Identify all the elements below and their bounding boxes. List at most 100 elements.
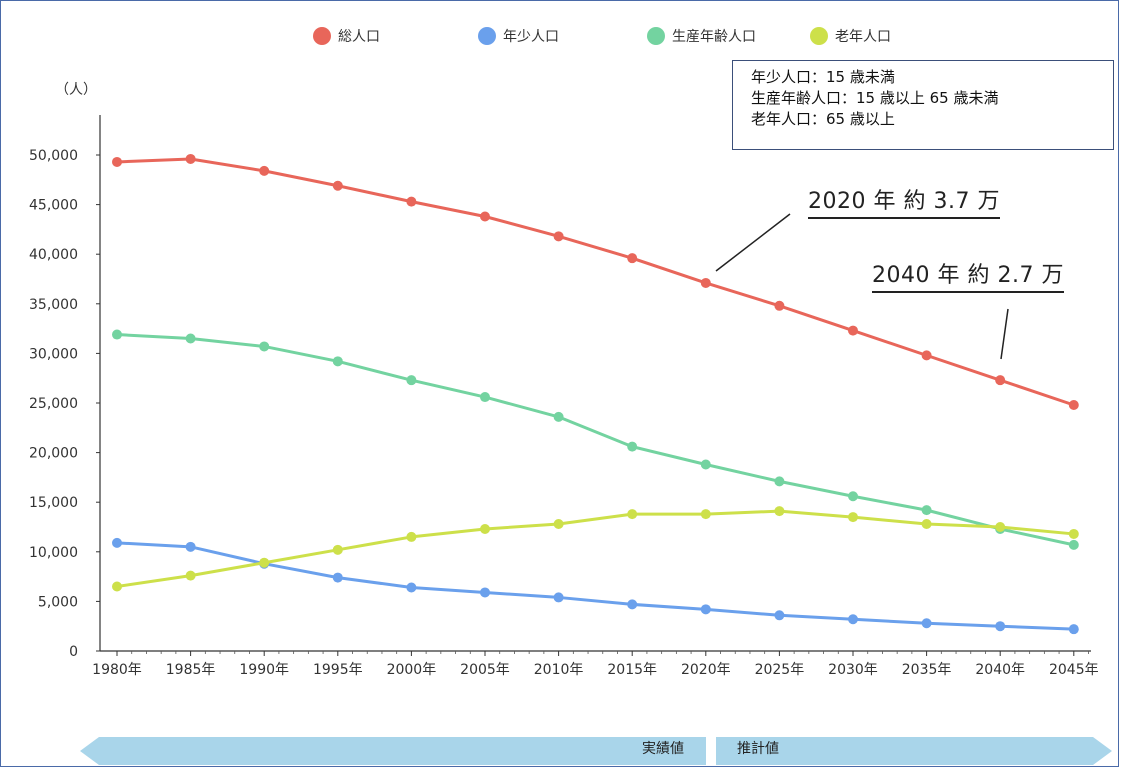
data-point-年少人口-2035年 bbox=[921, 618, 932, 629]
data-point-年少人口-2010年 bbox=[553, 592, 564, 603]
x-tick-label: 2025年 bbox=[755, 662, 805, 678]
y-tick-label: 20,000 bbox=[29, 446, 78, 462]
legend-label-総人口: 総人口 bbox=[338, 29, 380, 45]
y-tick-label: 35,000 bbox=[29, 297, 78, 313]
data-point-老年人口-2040年 bbox=[995, 522, 1006, 532]
data-point-総人口-2015年 bbox=[627, 253, 638, 264]
x-tick-label: 1985年 bbox=[166, 662, 216, 678]
series-line-生産年齢人口 bbox=[116, 333, 1075, 547]
data-point-年少人口-2000年 bbox=[406, 582, 417, 593]
x-tick-label: 2015年 bbox=[607, 662, 657, 678]
data-point-生産年齢人口-2015年 bbox=[627, 441, 638, 452]
data-point-総人口-2005年 bbox=[480, 211, 490, 222]
data-point-老年人口-2015年 bbox=[627, 509, 638, 520]
data-point-年少人口-1985年 bbox=[185, 541, 196, 552]
x-tick-label: 2030年 bbox=[828, 662, 878, 678]
data-point-生産年齢人口-1980年 bbox=[112, 329, 122, 340]
data-point-老年人口-1980年 bbox=[112, 581, 122, 592]
data-point-老年人口-2030年 bbox=[848, 512, 858, 523]
legend-marker-年少人口 bbox=[478, 27, 496, 45]
y-tick-label: 10,000 bbox=[29, 545, 78, 561]
x-tick-label: 1990年 bbox=[239, 662, 289, 678]
data-point-生産年齢人口-1985年 bbox=[185, 333, 196, 344]
data-point-年少人口-1995年 bbox=[332, 572, 343, 583]
legend-marker-総人口 bbox=[313, 27, 331, 45]
data-point-生産年齢人口-2030年 bbox=[848, 491, 858, 502]
callout-2020: 2020 年 約 3.7 万 bbox=[808, 183, 1000, 219]
x-tick-label: 2045年 bbox=[1049, 662, 1099, 678]
data-point-老年人口-2045年 bbox=[1068, 528, 1079, 539]
data-point-生産年齢人口-1995年 bbox=[332, 356, 343, 367]
data-point-総人口-1985年 bbox=[185, 153, 196, 164]
y-tick-label: 5,000 bbox=[38, 594, 78, 610]
note-line-working-age: 生産年齢人口：15 歳以上 65 歳未満 bbox=[751, 89, 999, 107]
x-tick-label: 2020年 bbox=[681, 662, 731, 678]
series-line-年少人口 bbox=[116, 541, 1074, 631]
note-line-youth: 年少人口：15 歳未満 bbox=[751, 68, 895, 86]
x-tick-label: 2035年 bbox=[902, 662, 952, 678]
x-tick-label: 2005年 bbox=[460, 662, 510, 678]
axes: （人） 0 5,000 10,000 15,000 20,000 25,000 30,000 3… bbox=[29, 82, 1099, 678]
data-point-生産年齢人口-2005年 bbox=[480, 392, 490, 403]
legend-label-生産年齢人口: 生産年齢人口 bbox=[672, 29, 756, 45]
definitions-note: 年少人口：15 歳未満 生産年齢人口：15 歳以上 65 歳未満 老年人口：65… bbox=[732, 60, 1114, 150]
legend-label-老年人口: 老年人口 bbox=[835, 29, 891, 45]
phase-label-actual: 実績値 bbox=[642, 741, 684, 757]
data-point-老年人口-2005年 bbox=[480, 523, 490, 534]
data-point-総人口-2035年 bbox=[921, 350, 932, 361]
series-layer bbox=[112, 153, 1079, 635]
data-point-生産年齢人口-2035年 bbox=[921, 505, 932, 516]
data-point-総人口-2020年 bbox=[700, 277, 711, 288]
data-point-総人口-2040年 bbox=[995, 375, 1006, 386]
legend-marker-生産年齢人口 bbox=[647, 27, 665, 45]
data-point-老年人口-2020年 bbox=[700, 509, 711, 520]
data-point-老年人口-1985年 bbox=[185, 570, 196, 581]
data-point-年少人口-2005年 bbox=[480, 587, 490, 598]
legend-marker-老年人口 bbox=[810, 27, 828, 45]
callout-2040: 2040 年 約 2.7 万 bbox=[872, 257, 1064, 293]
data-point-老年人口-2010年 bbox=[553, 519, 564, 530]
legend-label-年少人口: 年少人口 bbox=[503, 29, 559, 45]
data-point-総人口-1980年 bbox=[112, 156, 122, 167]
y-tick-label: 50,000 bbox=[29, 148, 78, 164]
data-point-総人口-1995年 bbox=[332, 180, 343, 191]
data-point-生産年齢人口-1990年 bbox=[259, 341, 270, 352]
data-point-年少人口-2025年 bbox=[774, 610, 785, 621]
note-line-elderly: 老年人口：65 歳以上 bbox=[751, 110, 895, 128]
series-line-老年人口 bbox=[116, 509, 1074, 589]
y-tick-label: 15,000 bbox=[29, 495, 78, 511]
data-point-生産年齢人口-2025年 bbox=[774, 476, 785, 487]
data-point-総人口-2045年 bbox=[1068, 399, 1079, 410]
x-tick-label: 2000年 bbox=[387, 662, 437, 678]
data-point-老年人口-2000年 bbox=[406, 531, 417, 542]
data-point-生産年齢人口-2045年 bbox=[1068, 539, 1079, 550]
data-point-生産年齢人口-2020年 bbox=[700, 459, 711, 470]
y-axis-title: （人） bbox=[55, 82, 97, 98]
y-tick-label: 45,000 bbox=[29, 198, 78, 214]
x-tick-label: 1980年 bbox=[92, 662, 142, 678]
phase-arrow bbox=[80, 737, 1112, 765]
data-point-総人口-2010年 bbox=[553, 231, 564, 242]
x-tick-label: 2010年 bbox=[534, 662, 584, 678]
data-point-年少人口-2015年 bbox=[627, 599, 638, 610]
data-point-年少人口-2030年 bbox=[848, 614, 858, 625]
y-tick-label: 30,000 bbox=[29, 346, 78, 362]
data-point-生産年齢人口-2000年 bbox=[406, 375, 417, 386]
data-point-年少人口-2045年 bbox=[1068, 624, 1079, 635]
y-tick-label: 25,000 bbox=[29, 396, 78, 412]
data-point-年少人口-2020年 bbox=[700, 604, 711, 615]
data-point-総人口-1990年 bbox=[259, 165, 270, 176]
callout-2040-leader bbox=[1000, 308, 1009, 360]
data-point-老年人口-1990年 bbox=[259, 557, 270, 568]
legend: 総人口 年少人口 生産年齢人口 老年人口 bbox=[313, 27, 891, 45]
y-tick-label: 40,000 bbox=[29, 247, 78, 263]
data-point-総人口-2000年 bbox=[406, 196, 417, 207]
data-point-老年人口-1995年 bbox=[332, 544, 343, 555]
callout-2020-leader bbox=[715, 213, 791, 272]
series-line-総人口 bbox=[116, 157, 1075, 407]
phase-label-projected: 推計値 bbox=[737, 741, 779, 757]
data-point-老年人口-2025年 bbox=[774, 506, 785, 517]
data-point-生産年齢人口-2010年 bbox=[553, 411, 564, 422]
